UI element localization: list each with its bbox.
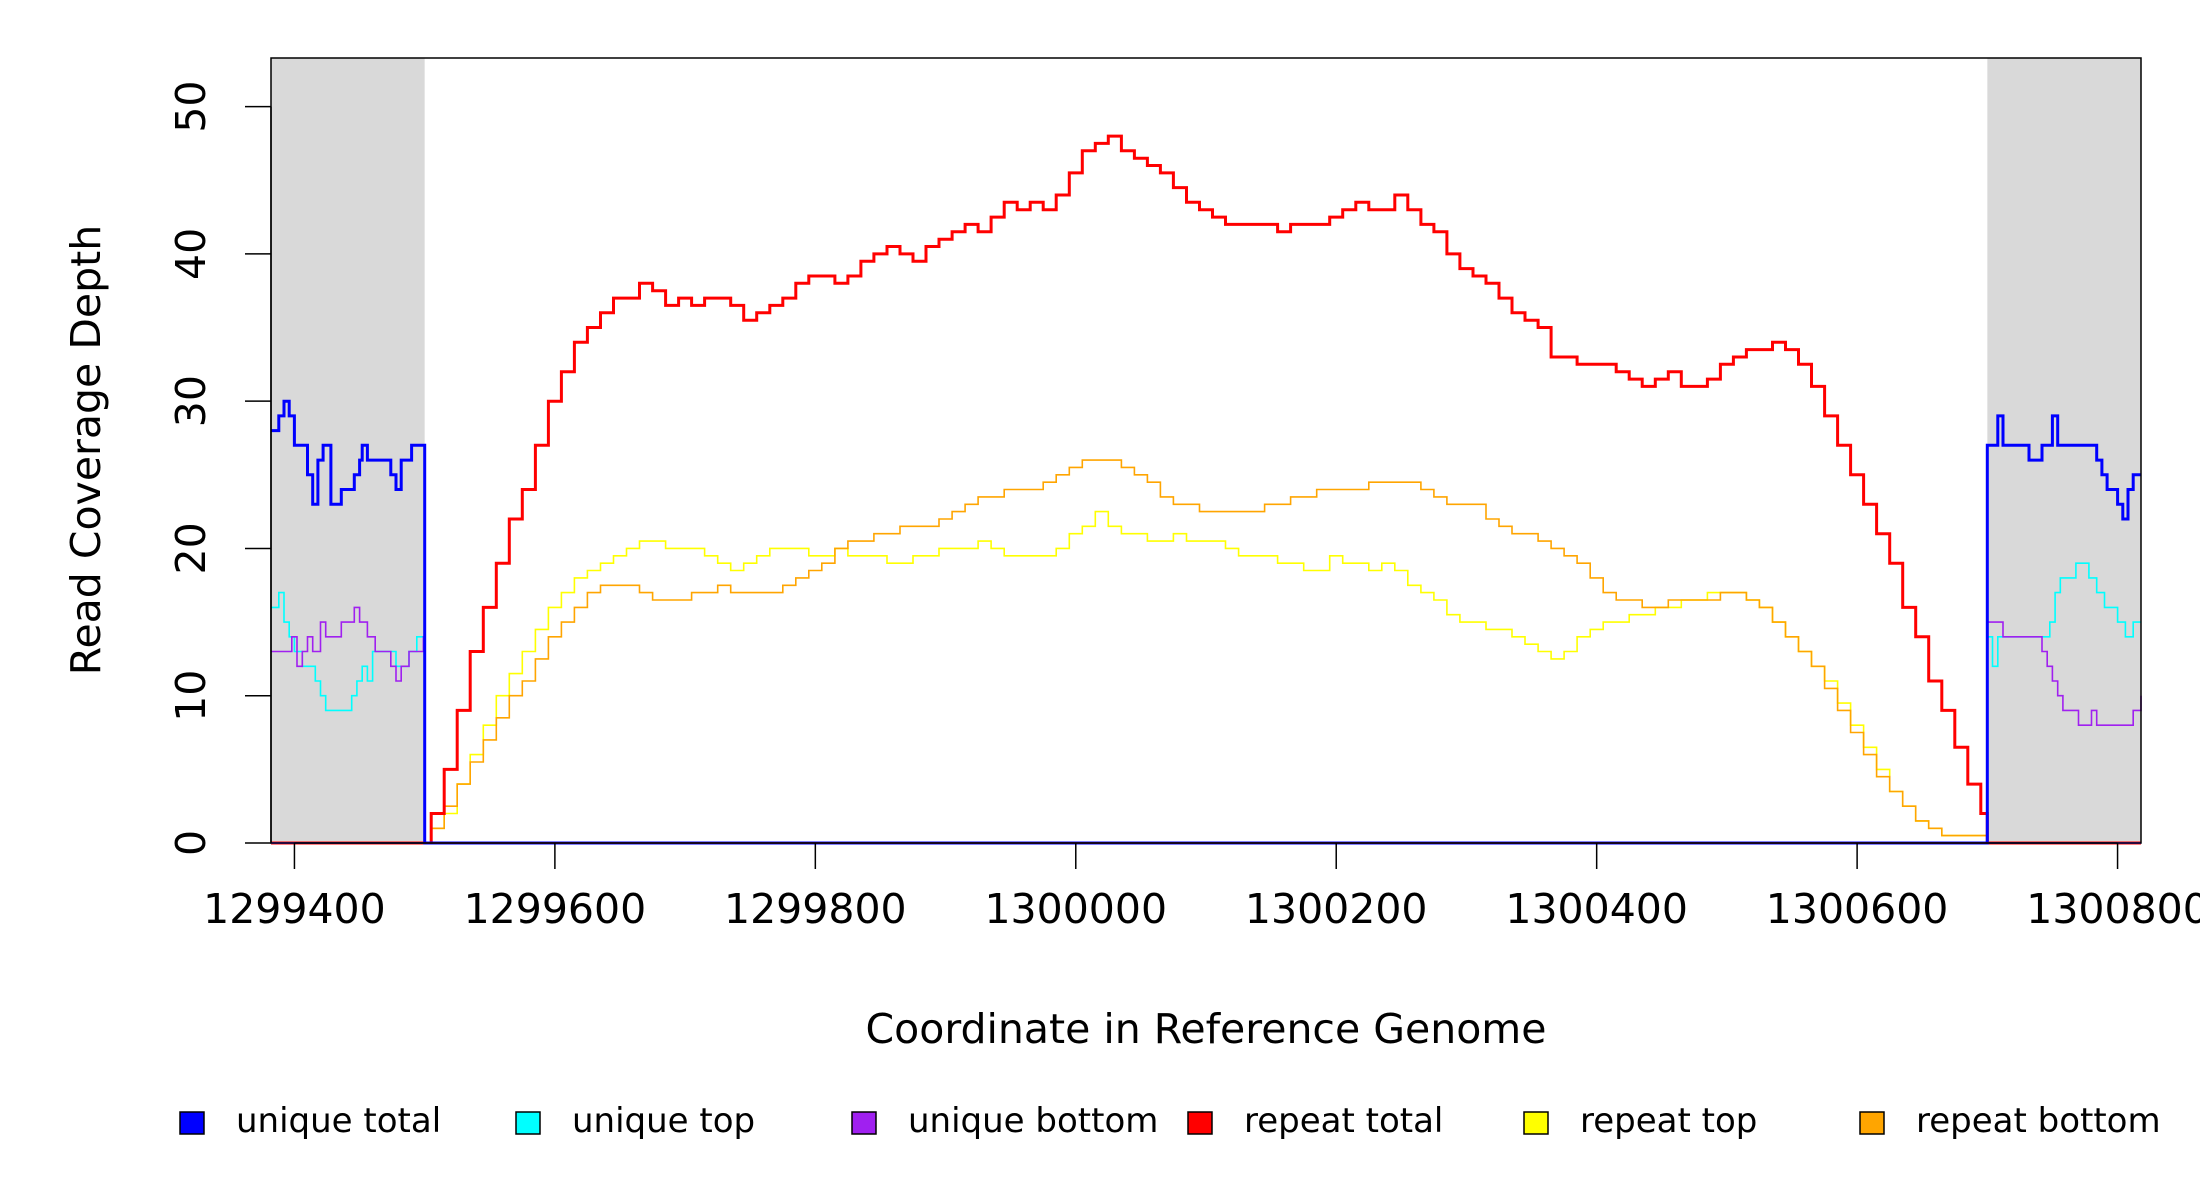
series-lines: [271, 134, 2142, 845]
legend-item: repeat top: [1523, 1101, 1757, 1141]
x-tick-label: 1299800: [724, 885, 907, 933]
series-line-unique-bottom: [271, 606, 2142, 844]
legend-swatch: [179, 1111, 205, 1135]
legend-label: unique top: [572, 1101, 755, 1141]
legend: unique total unique top unique bottom repea…: [179, 1101, 2161, 1141]
legend-label: repeat bottom: [1916, 1101, 2161, 1141]
series-line-unique-top: [271, 562, 2141, 844]
shaded-regions: [271, 58, 2141, 843]
legend-label: unique total: [236, 1101, 441, 1141]
y-tick-label: 30: [167, 375, 215, 427]
y-tick-label: 20: [167, 522, 215, 574]
legend-item: unique total: [179, 1101, 441, 1141]
legend-item: unique top: [515, 1101, 755, 1141]
legend-label: repeat total: [1244, 1101, 1443, 1141]
shaded-region-1: [1987, 58, 2141, 843]
x-tick-label: 1300800: [2026, 885, 2200, 933]
y-tick-label: 0: [167, 830, 215, 856]
series-line-unique-total: [271, 399, 2141, 845]
legend-swatch: [1523, 1111, 1549, 1135]
legend-item: repeat bottom: [1859, 1101, 2161, 1141]
y-axis-label: Read Coverage Depth: [62, 225, 110, 675]
x-axis: 1299400 1299600 1299800 1300000 1300200 13004…: [203, 842, 2200, 933]
series-line-repeat-top: [271, 510, 2141, 844]
x-tick-label: 1300200: [1245, 885, 1428, 933]
y-axis: 0 10 20 30 40 50: [167, 81, 272, 856]
y-tick-label: 10: [167, 670, 215, 722]
legend-label: repeat top: [1580, 1101, 1757, 1141]
series-line-repeat-total: [271, 134, 2141, 845]
x-tick-label: 1300400: [1505, 885, 1688, 933]
shaded-region-0: [271, 58, 425, 843]
legend-swatch: [515, 1111, 541, 1135]
x-tick-label: 1300000: [984, 885, 1167, 933]
legend-swatch: [1859, 1111, 1885, 1135]
legend-swatch: [851, 1111, 877, 1135]
y-tick-label: 40: [167, 228, 215, 280]
legend-item: unique bottom: [851, 1101, 1158, 1141]
legend-item: repeat total: [1187, 1101, 1443, 1141]
x-tick-label: 1299600: [464, 885, 647, 933]
x-axis-label: Coordinate in Reference Genome: [866, 1005, 1547, 1053]
x-tick-label: 1299400: [203, 885, 386, 933]
legend-label: unique bottom: [908, 1101, 1158, 1141]
series-line-repeat-bottom: [271, 459, 2141, 844]
x-tick-label: 1300600: [1766, 885, 1949, 933]
y-tick-label: 50: [167, 81, 215, 133]
legend-swatch: [1187, 1111, 1213, 1135]
